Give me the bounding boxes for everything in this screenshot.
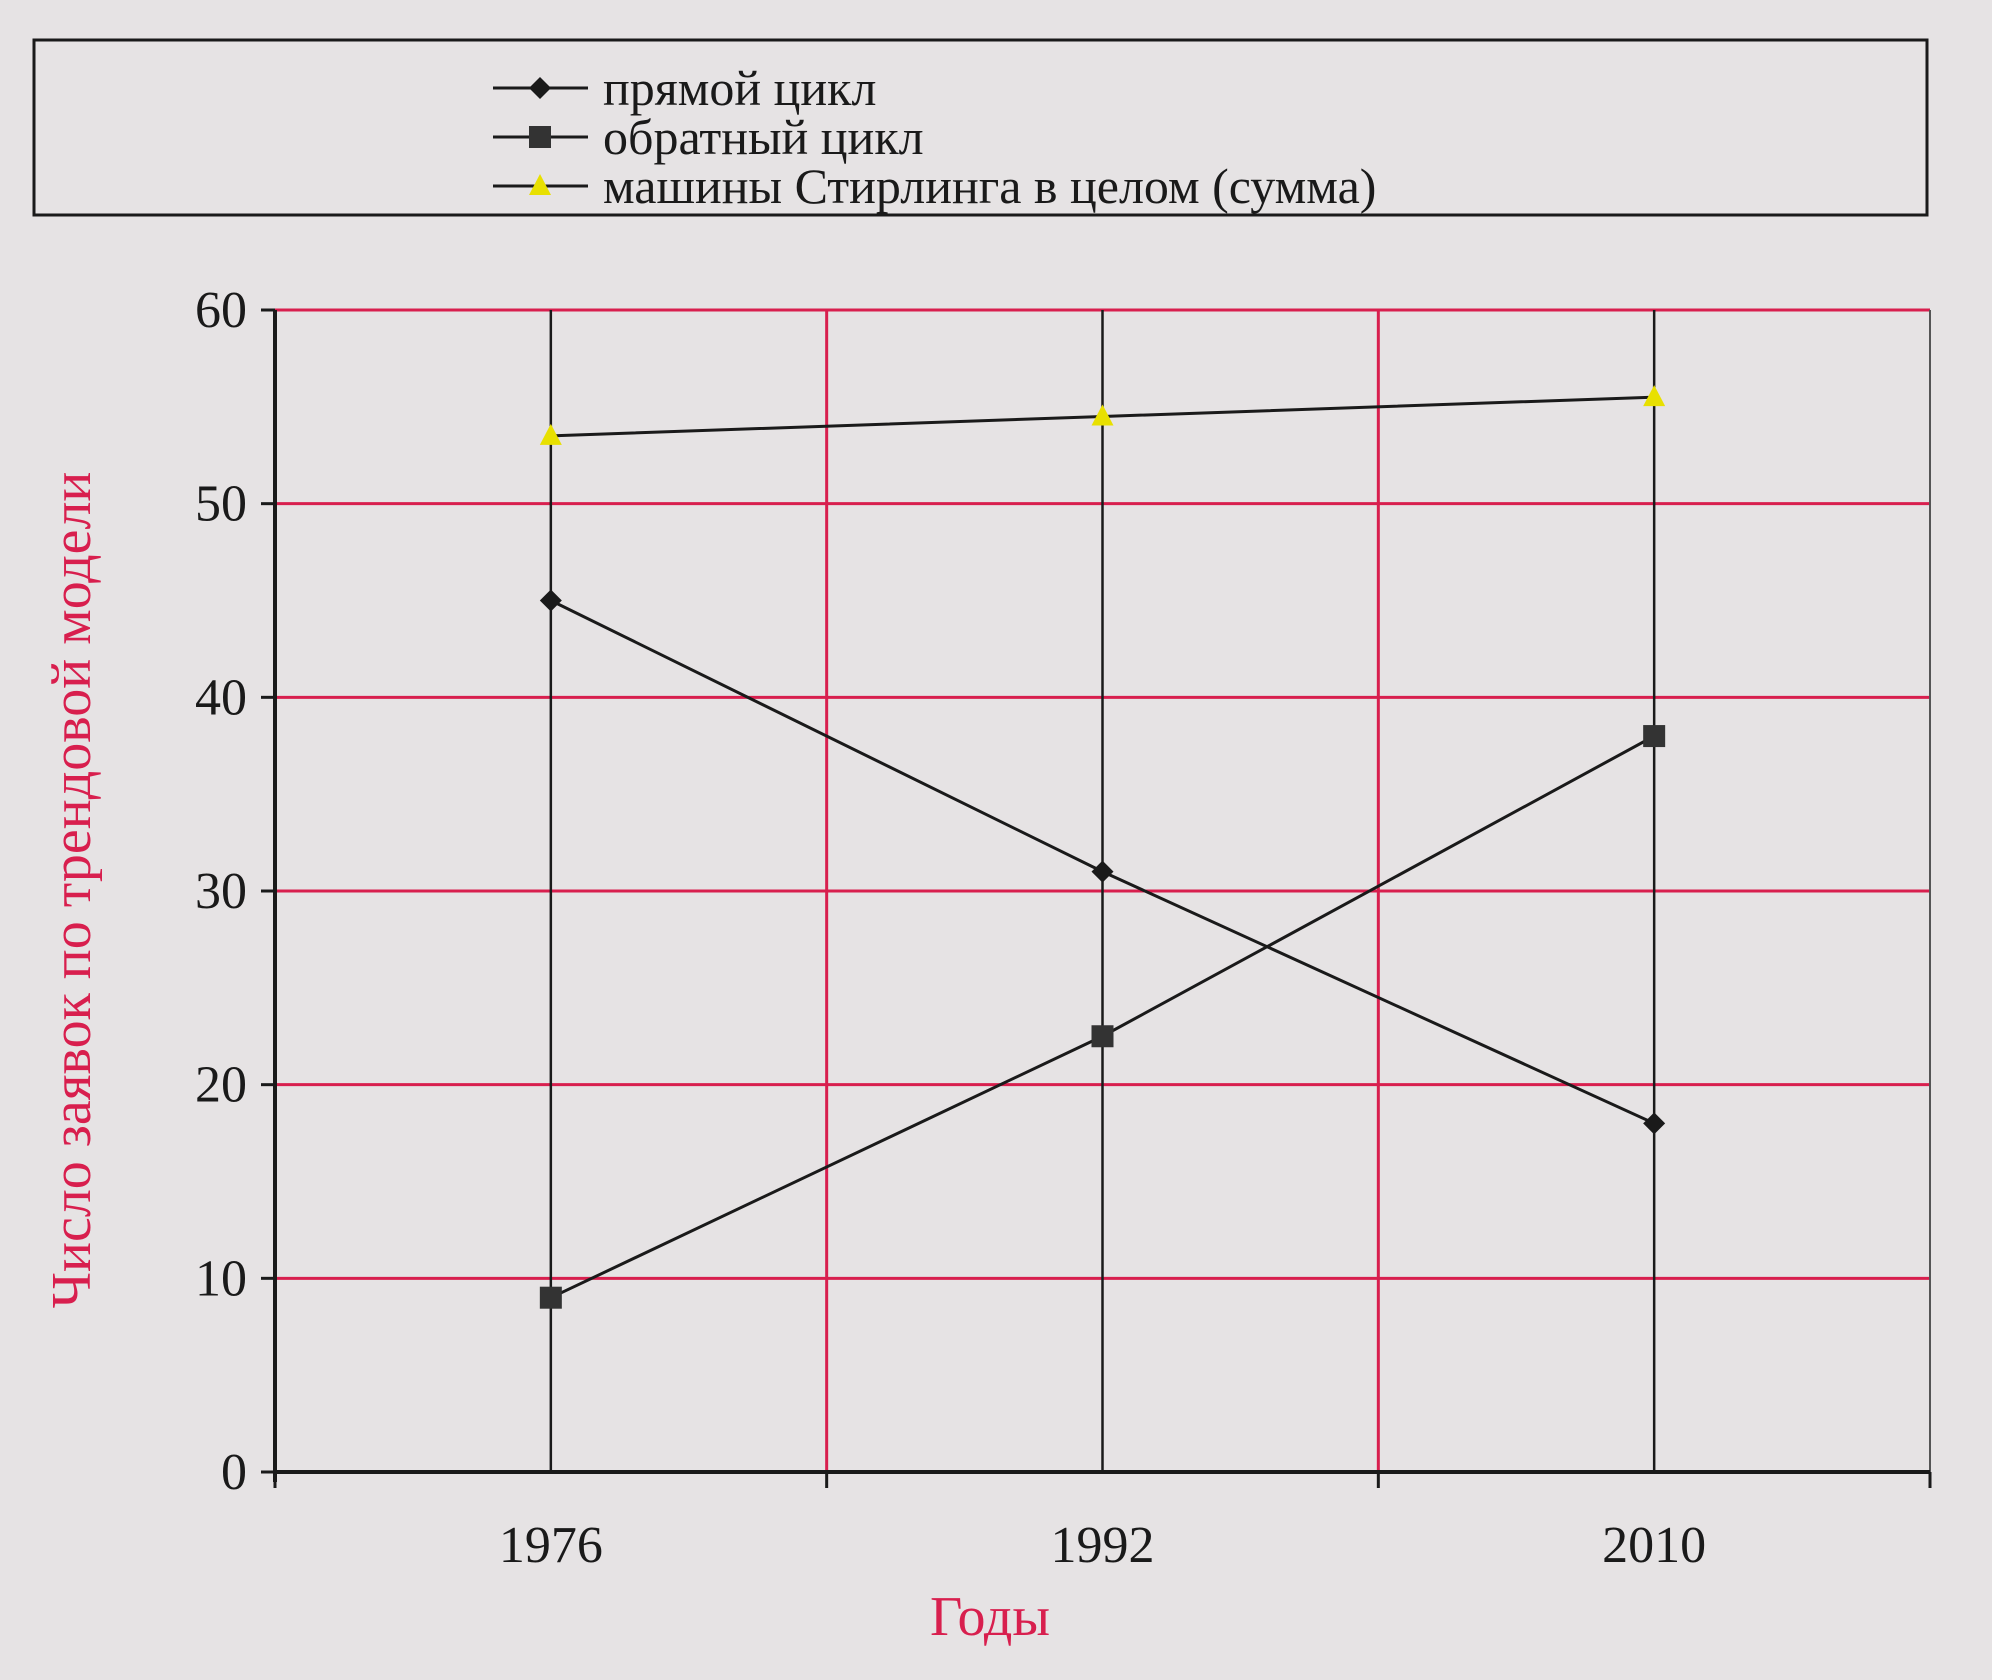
data-point — [1091, 404, 1114, 426]
x-tick-label: 1976 — [499, 1517, 603, 1574]
data-point — [1643, 1112, 1666, 1135]
series-2 — [539, 725, 1666, 1309]
legend-label: машины Стирлинга в целом (сумма) — [603, 158, 1376, 214]
y-tick-label: 50 — [195, 476, 247, 533]
legend-item: прямой цикл — [493, 60, 876, 116]
grid — [275, 308, 1931, 1472]
data-point — [1091, 860, 1114, 883]
x-tick-label: 1992 — [1051, 1517, 1155, 1574]
y-tick-label: 20 — [195, 1057, 247, 1114]
legend-box — [32, 38, 1929, 217]
series-1 — [539, 589, 1666, 1135]
axes — [261, 308, 1932, 1488]
data-point — [1643, 725, 1666, 748]
y-axis-title: Число заявок по трендовой модели — [41, 472, 103, 1309]
data-point — [539, 423, 562, 445]
data-point — [1643, 385, 1666, 407]
y-tick-label: 0 — [221, 1444, 247, 1501]
data-point — [539, 589, 562, 612]
data-point — [1091, 1025, 1114, 1048]
y-tick-label: 40 — [195, 669, 247, 726]
x-tick-labels: 1976 1992 2010 — [499, 1517, 1706, 1574]
legend-marker — [529, 126, 551, 148]
x-tick-label: 2010 — [1602, 1517, 1706, 1574]
series-group — [539, 385, 1666, 1309]
legend-label: обратный цикл — [603, 109, 924, 165]
legend-marker — [529, 174, 551, 195]
data-point — [539, 1286, 562, 1309]
x-axis-title: Годы — [930, 1586, 1050, 1648]
series-3 — [539, 385, 1666, 445]
y-tick-labels: 0 10 20 30 40 50 60 — [195, 282, 247, 1501]
legend-item: обратный цикл — [493, 109, 924, 165]
y-tick-label: 30 — [195, 863, 247, 920]
legend-label: прямой цикл — [603, 60, 876, 116]
legend-item: машины Стирлинга в целом (сумма) — [493, 158, 1376, 214]
y-tick-label: 10 — [195, 1250, 247, 1307]
y-tick-label: 60 — [195, 282, 247, 339]
legend-marker — [529, 77, 551, 99]
